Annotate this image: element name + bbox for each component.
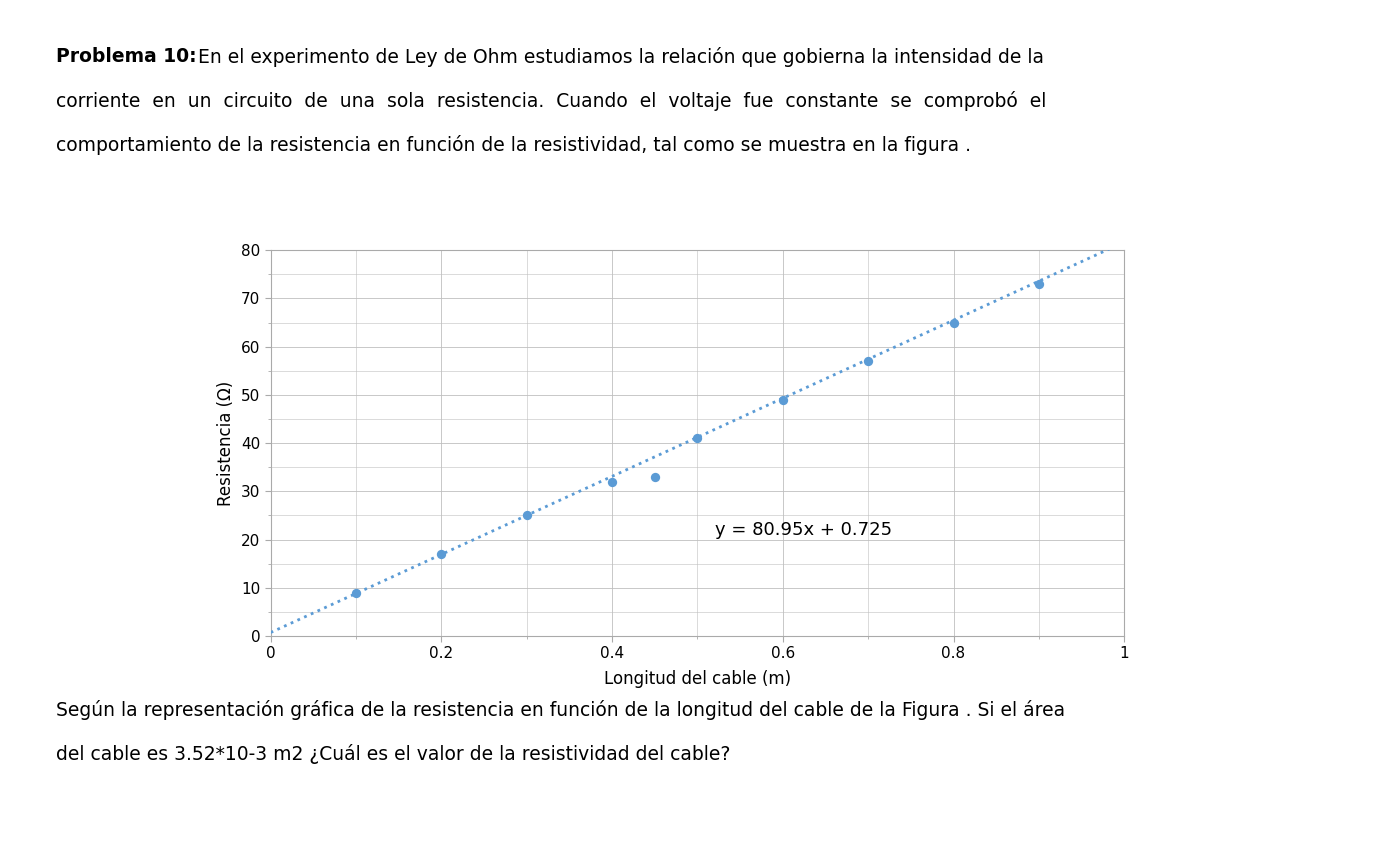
Text: Según la representación gráfica de la resistencia en función de la longitud del : Según la representación gráfica de la re… [56,700,1065,720]
Point [644,470,666,483]
Point [515,509,537,522]
Text: y = 80.95x + 0.725: y = 80.95x + 0.725 [715,521,891,538]
Y-axis label: Resistencia (Ω): Resistencia (Ω) [218,381,236,505]
Text: corriente  en  un  circuito  de  una  sola  resistencia.  Cuando  el  voltaje  f: corriente en un circuito de una sola res… [56,91,1047,111]
Point [344,586,366,600]
Text: del cable es 3.52*10-3 m2 ¿Cuál es el valor de la resistividad del cable?: del cable es 3.52*10-3 m2 ¿Cuál es el va… [56,744,730,764]
Point [1027,277,1049,291]
Text: comportamiento de la resistencia en función de la resistividad, tal como se mues: comportamiento de la resistencia en func… [56,135,970,155]
Point [430,547,452,561]
X-axis label: Longitud del cable (m): Longitud del cable (m) [604,670,791,688]
Point [942,315,965,329]
Text: En el experimento de Ley de Ohm estudiamos la relación que gobierna la intensida: En el experimento de Ley de Ohm estudiam… [192,47,1044,67]
Point [772,393,794,406]
Point [856,354,880,368]
Point [686,432,708,445]
Text: Problema 10:: Problema 10: [56,47,196,65]
Point [601,475,623,488]
